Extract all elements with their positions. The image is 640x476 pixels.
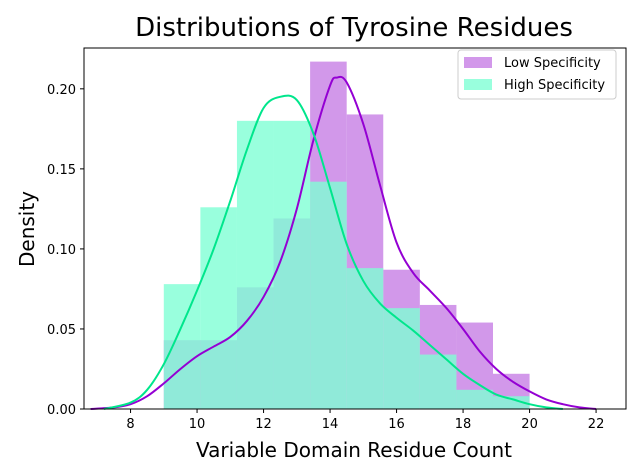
x-tick-label-22: 22: [588, 417, 605, 432]
legend-box: [457, 49, 617, 100]
bar-high-specificity-2: [200, 207, 237, 409]
bar-high-specificity-6: [346, 268, 384, 409]
bar-high-specificity-7: [383, 308, 420, 409]
x-tick-label-8: 8: [126, 417, 134, 432]
y-tick-label-3: 0.15: [47, 163, 76, 178]
x-axis-ticks: 8 10 12 14 16 18 20 22: [126, 409, 604, 432]
kde-line-low-specificity: [90, 75, 597, 410]
bar-high-specificity-5: [310, 181, 347, 409]
chart-title: Distributions of Tyrosine Residues: [135, 13, 573, 43]
x-tick-label-16: 16: [388, 417, 405, 432]
high-specificity-bars: [163, 120, 530, 409]
x-tick-label-12: 12: [255, 417, 272, 432]
y-tick-label-1: 0.05: [47, 323, 76, 338]
bar-high-specificity-1: [163, 284, 201, 409]
kde-line-high-specificity: [103, 94, 563, 410]
bar-high-specificity-3: [236, 120, 274, 409]
plot-frame: [83, 47, 627, 410]
legend-label-high-specificity: High Specificity: [504, 78, 605, 93]
legend: Low Specificity High Specificity: [457, 49, 617, 100]
legend-swatch-high-specificity: [464, 79, 492, 90]
bar-high-specificity-9: [456, 389, 493, 409]
x-tick-label-18: 18: [455, 417, 472, 432]
y-axis-ticks: 0.00 0.05 0.10 0.15 0.20: [47, 83, 84, 418]
bar-high-specificity-10: [492, 396, 530, 409]
kde-curves: [90, 75, 597, 410]
x-tick-label-20: 20: [521, 417, 538, 432]
legend-label-low-specificity: Low Specificity: [504, 56, 601, 71]
x-tick-label-10: 10: [189, 417, 206, 432]
y-tick-label-4: 0.20: [47, 83, 76, 98]
x-axis-label: Variable Domain Residue Count: [196, 438, 512, 462]
y-tick-label-2: 0.10: [47, 243, 76, 258]
y-tick-label-0: 0.00: [47, 403, 76, 418]
x-tick-label-14: 14: [322, 417, 339, 432]
y-axis-label: Density: [15, 191, 39, 267]
legend-swatch-low-specificity: [464, 57, 492, 68]
